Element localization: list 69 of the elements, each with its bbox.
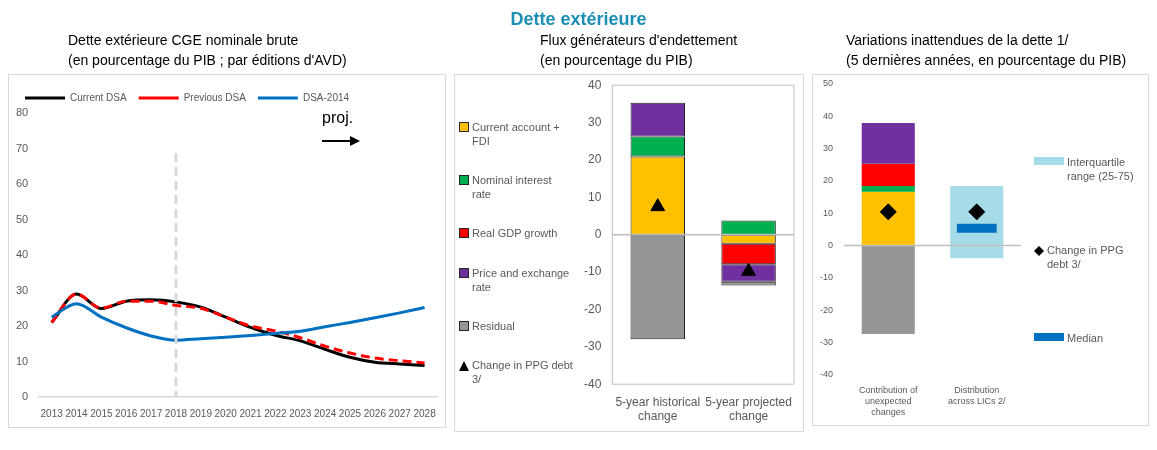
x-tick-label: 2014	[65, 407, 89, 419]
y-tick-label: 40	[587, 77, 602, 92]
y-tick-label: 30	[587, 114, 602, 129]
x-tick-label: 2018	[164, 407, 188, 419]
x-tick-label: 2026	[363, 407, 387, 419]
chart-title: Flux générateurs d'endettement	[540, 31, 739, 50]
y-tick-label: 40	[15, 248, 29, 261]
legend-label: Change in PPG debt 3/	[1047, 243, 1125, 271]
x-tick-label: 2016	[115, 407, 138, 419]
y-tick-label: 10	[822, 207, 834, 218]
legend-label: Price and exchange rate	[472, 265, 571, 294]
x-tick-label: Contribution of unexpected changes	[858, 385, 919, 418]
y-tick-label: -10	[584, 264, 602, 279]
y-tick-label: -30	[584, 339, 602, 354]
x-tick-label: 2017	[139, 407, 163, 419]
y-tick-label: 20	[822, 175, 834, 186]
y-tick-label: 20	[587, 152, 602, 167]
y-tick-label: 40	[822, 110, 834, 121]
y-tick-label: -30	[819, 336, 834, 347]
y-tick-label: 10	[15, 354, 29, 367]
y-tick-label: -20	[819, 304, 834, 315]
x-tick-label: Distribution across LICs 2/	[947, 385, 1007, 407]
y-tick-label: -20	[584, 301, 602, 316]
y-tick-label: 60	[15, 177, 29, 190]
x-tick-label: 2022	[264, 407, 287, 419]
legend-label: Interquartile range (25-75)	[1067, 155, 1135, 183]
legend-label: Median	[1067, 331, 1104, 345]
x-tick-label: 2028	[413, 407, 437, 419]
x-tick-label: 2023	[289, 407, 312, 419]
chart-title: Dette extérieure CGE nominale brute	[68, 31, 300, 50]
legend-label: Change in PPG debt 3/	[472, 357, 573, 386]
y-tick-label: 30	[15, 283, 29, 296]
legend-label: DSA-2014	[302, 91, 350, 103]
x-tick-label: 2025	[338, 407, 362, 419]
y-tick-label: -10	[819, 272, 834, 283]
legend-label: Real GDP growth	[472, 226, 558, 241]
x-tick-label: 2021	[239, 407, 263, 419]
x-tick-label: 2024	[314, 407, 337, 419]
x-tick-label: 2019	[189, 407, 213, 419]
chart-subtitle: (en pourcentage du PIB ; par éditions d'AVD)	[68, 51, 348, 70]
y-tick-label: 20	[15, 319, 29, 332]
y-tick-label: 70	[15, 141, 29, 154]
chart-title: Variations inattendues de la dette 1/	[846, 31, 1070, 50]
legend-label: Residual	[472, 318, 515, 333]
x-tick-label: 5-year historical change	[615, 394, 701, 424]
annotation: proj.	[322, 109, 354, 127]
y-tick-label: 80	[15, 106, 29, 119]
y-tick-label: -40	[819, 369, 834, 380]
x-tick-label: 2013	[40, 407, 64, 419]
legend-label: Current DSA	[70, 91, 128, 103]
y-tick-label: -40	[584, 376, 602, 391]
text: Dette extérieure	[509, 8, 648, 30]
chart-subtitle: (en pourcentage du PIB)	[540, 51, 694, 70]
legend-label: Current account + FDI	[472, 120, 561, 149]
legend-label: Nominal interest rate	[472, 173, 553, 202]
line-series	[50, 302, 427, 342]
x-tick-label: 2015	[90, 407, 113, 419]
x-tick-label: 2020	[214, 407, 238, 419]
y-tick-label: 30	[822, 143, 834, 154]
chart-subtitle: (5 dernières années, en pourcentage du PIB)	[846, 51, 1128, 70]
y-tick-label: 0	[827, 239, 834, 250]
y-tick-label: 10	[587, 189, 602, 204]
y-tick-label: 50	[822, 78, 834, 89]
y-tick-label: 50	[15, 212, 29, 225]
y-tick-label: 0	[594, 227, 602, 242]
y-tick-label: 0	[22, 390, 29, 403]
x-tick-label: 5-year projected change	[705, 394, 792, 424]
legend-label: Previous DSA	[183, 91, 247, 103]
x-tick-label: 2027	[388, 407, 412, 419]
